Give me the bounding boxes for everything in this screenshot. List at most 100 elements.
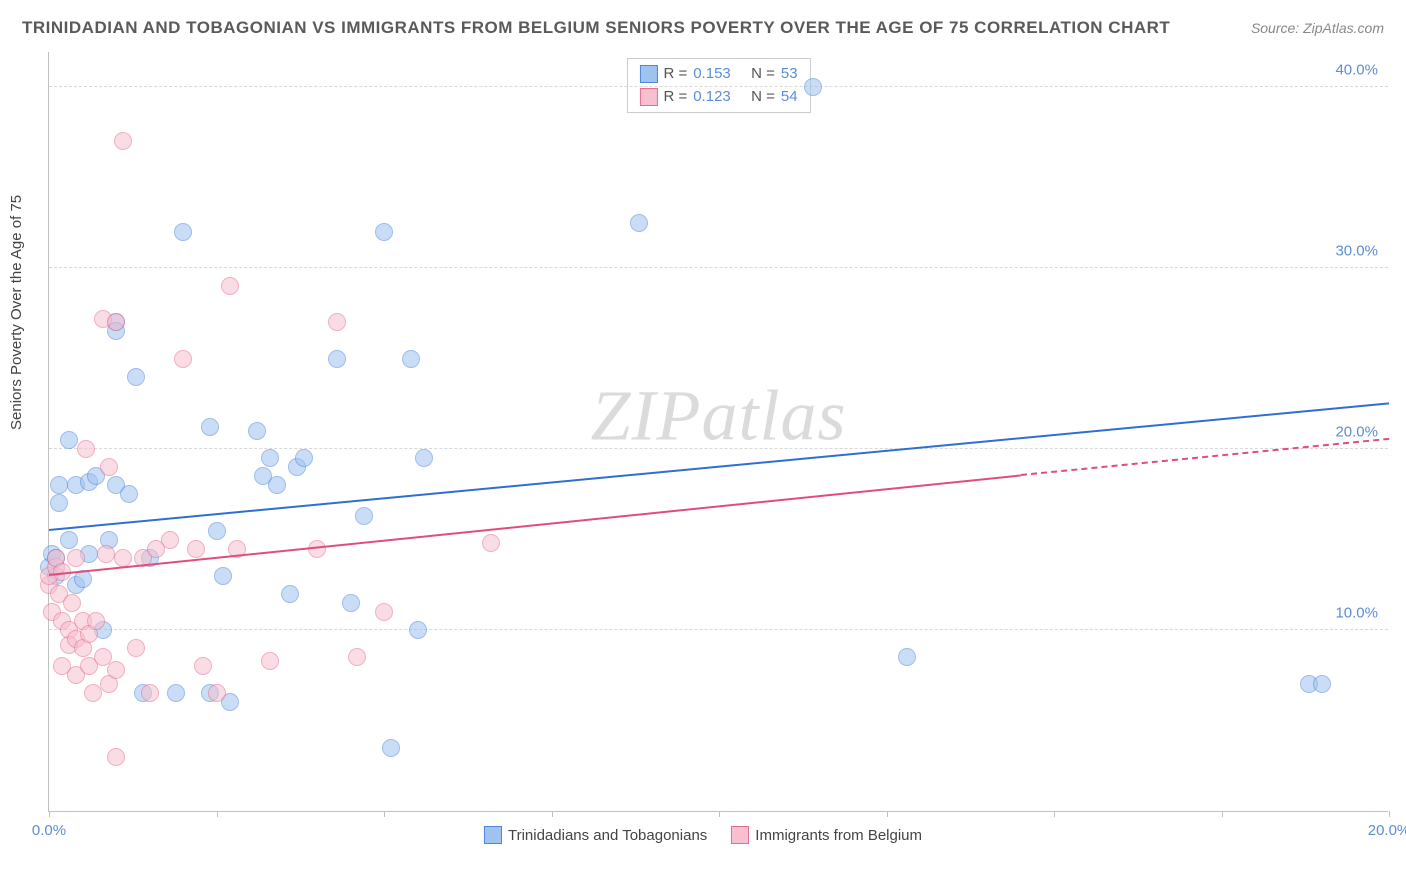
y-tick-label: 10.0%: [1335, 605, 1378, 622]
data-point: [87, 612, 105, 630]
x-tick: [217, 811, 218, 817]
gridline: [49, 629, 1388, 630]
data-point: [208, 684, 226, 702]
legend-series-item: Immigrants from Belgium: [731, 826, 922, 844]
y-tick-label: 40.0%: [1335, 62, 1378, 79]
x-tick: [552, 811, 553, 817]
data-point: [97, 545, 115, 563]
data-point: [60, 431, 78, 449]
x-tick: [384, 811, 385, 817]
data-point: [84, 684, 102, 702]
trend-line: [49, 402, 1389, 531]
x-tick-label: 20.0%: [1368, 822, 1406, 839]
series-legend: Trinidadians and Tobagonians Immigrants f…: [484, 826, 922, 844]
data-point: [409, 621, 427, 639]
data-point: [382, 739, 400, 757]
gridline: [49, 86, 1388, 87]
data-point: [50, 494, 68, 512]
watermark-text: ZIPatlas: [590, 375, 846, 458]
r-value: 0.123: [693, 86, 731, 109]
data-point: [161, 531, 179, 549]
data-point: [214, 567, 232, 585]
data-point: [174, 223, 192, 241]
data-point: [355, 507, 373, 525]
r-value: 0.153: [693, 63, 731, 86]
data-point: [261, 449, 279, 467]
data-point: [107, 661, 125, 679]
data-point: [77, 440, 95, 458]
data-point: [50, 476, 68, 494]
data-point: [342, 594, 360, 612]
data-point: [100, 458, 118, 476]
data-point: [402, 350, 420, 368]
data-point: [174, 350, 192, 368]
data-point: [167, 684, 185, 702]
data-point: [187, 540, 205, 558]
data-point: [1313, 675, 1331, 693]
data-point: [295, 449, 313, 467]
x-tick-label: 0.0%: [32, 822, 66, 839]
data-point: [114, 132, 132, 150]
scatter-plot-area: ZIPatlas R = 0.153 N = 53 R = 0.123 N = 54 10…: [48, 52, 1388, 812]
data-point: [898, 648, 916, 666]
data-point: [67, 549, 85, 567]
legend-swatch: [484, 826, 502, 844]
legend-series-label: Trinidadians and Tobagonians: [508, 827, 707, 844]
trend-line: [1020, 438, 1389, 476]
data-point: [268, 476, 286, 494]
data-point: [281, 585, 299, 603]
data-point: [208, 522, 226, 540]
legend-swatch: [639, 88, 657, 106]
n-label: N =: [751, 63, 775, 86]
chart-title: TRINIDADIAN AND TOBAGONIAN VS IMMIGRANTS…: [22, 18, 1170, 38]
data-point: [375, 223, 393, 241]
source-value: ZipAtlas.com: [1303, 20, 1384, 36]
y-axis-label: Seniors Poverty Over the Age of 75: [8, 195, 25, 430]
data-point: [194, 657, 212, 675]
gridline: [49, 267, 1388, 268]
data-point: [127, 639, 145, 657]
data-point: [120, 485, 138, 503]
legend-series-item: Trinidadians and Tobagonians: [484, 826, 707, 844]
legend-swatch: [639, 65, 657, 83]
x-tick: [49, 811, 50, 817]
y-tick-label: 30.0%: [1335, 243, 1378, 260]
data-point: [630, 214, 648, 232]
data-point: [107, 313, 125, 331]
data-point: [221, 277, 239, 295]
data-point: [328, 350, 346, 368]
legend-row: R = 0.123 N = 54: [639, 86, 797, 109]
data-point: [114, 549, 132, 567]
x-tick: [887, 811, 888, 817]
data-point: [248, 422, 266, 440]
source-label: Source:: [1251, 20, 1299, 36]
r-label: R =: [663, 86, 687, 109]
n-label: N =: [751, 86, 775, 109]
x-tick: [719, 811, 720, 817]
data-point: [261, 652, 279, 670]
data-point: [328, 313, 346, 331]
legend-row: R = 0.153 N = 53: [639, 63, 797, 86]
chart-header: TRINIDADIAN AND TOBAGONIAN VS IMMIGRANTS…: [22, 18, 1384, 38]
n-value: 53: [781, 63, 798, 86]
x-tick: [1222, 811, 1223, 817]
n-value: 54: [781, 86, 798, 109]
data-point: [107, 748, 125, 766]
r-label: R =: [663, 63, 687, 86]
data-point: [482, 534, 500, 552]
data-point: [375, 603, 393, 621]
legend-swatch: [731, 826, 749, 844]
data-point: [348, 648, 366, 666]
legend-series-label: Immigrants from Belgium: [755, 827, 922, 844]
data-point: [63, 594, 81, 612]
trend-line: [49, 474, 1021, 576]
x-tick: [1054, 811, 1055, 817]
gridline: [49, 448, 1388, 449]
data-point: [141, 684, 159, 702]
y-tick-label: 20.0%: [1335, 424, 1378, 441]
data-point: [415, 449, 433, 467]
data-point: [60, 531, 78, 549]
x-tick: [1389, 811, 1390, 817]
data-point: [201, 418, 219, 436]
data-point: [127, 368, 145, 386]
